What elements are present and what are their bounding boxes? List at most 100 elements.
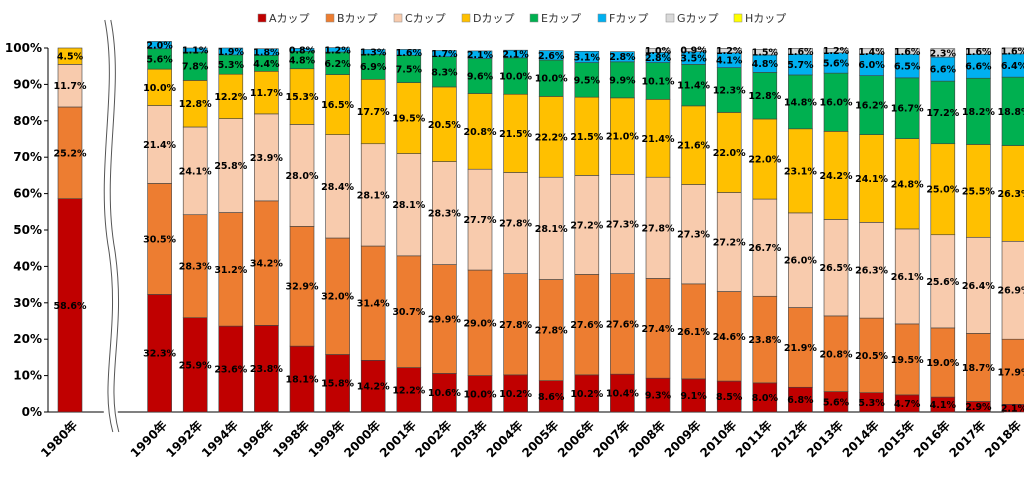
bar-segment bbox=[254, 113, 279, 202]
data-label: 4.8% bbox=[289, 56, 316, 67]
bar-segment bbox=[289, 226, 315, 347]
bar-segment bbox=[182, 80, 208, 128]
bar-segment bbox=[538, 96, 564, 178]
bar-segment bbox=[645, 62, 671, 100]
data-label: 14.2% bbox=[357, 382, 390, 393]
data-label: 25.0% bbox=[926, 185, 959, 196]
data-label: 26.3% bbox=[855, 266, 888, 277]
bar-segment bbox=[467, 168, 493, 271]
data-label: 1.6% bbox=[965, 47, 992, 58]
data-label: 23.1% bbox=[784, 166, 817, 177]
data-label: 15.8% bbox=[321, 379, 354, 390]
bar-segment bbox=[254, 325, 279, 413]
data-label: 9.6% bbox=[467, 72, 494, 83]
data-label: 20.8% bbox=[820, 349, 853, 360]
data-label: 1.6% bbox=[787, 47, 814, 58]
bar-segment bbox=[823, 48, 849, 54]
x-tick-label: 1998年 bbox=[269, 418, 312, 461]
data-label: 8.5% bbox=[716, 392, 743, 403]
bar-segment bbox=[467, 58, 493, 94]
x-tick-label: 2002年 bbox=[412, 418, 455, 461]
bars bbox=[57, 41, 1024, 413]
x-tick-label: 2005年 bbox=[519, 418, 562, 461]
data-label: 26.1% bbox=[891, 272, 924, 283]
data-label: 26.1% bbox=[677, 327, 710, 338]
bar-segment bbox=[966, 236, 991, 334]
x-tick-label: 2000年 bbox=[341, 418, 384, 461]
bar-segment bbox=[894, 323, 920, 396]
data-label: 27.3% bbox=[677, 230, 710, 241]
bar-segment bbox=[930, 143, 956, 236]
legend-label: Gカップ bbox=[677, 12, 719, 25]
data-label: 4.1% bbox=[716, 56, 743, 67]
data-label: 10.0% bbox=[143, 83, 176, 94]
data-label: 18.7% bbox=[962, 363, 995, 374]
bar-segment bbox=[396, 367, 422, 413]
data-label: 5.7% bbox=[787, 60, 814, 71]
bar-segment bbox=[716, 48, 742, 54]
data-label: 25.2% bbox=[54, 148, 87, 159]
bar-segment bbox=[396, 153, 422, 257]
bar-segment bbox=[752, 49, 778, 56]
bar-segment bbox=[182, 47, 208, 53]
bar-segment bbox=[788, 48, 813, 55]
bar-segment bbox=[467, 375, 493, 413]
data-label: 27.3% bbox=[606, 219, 639, 230]
bar-segment bbox=[432, 50, 457, 58]
y-tick-label: 100% bbox=[5, 41, 42, 55]
bar-segment bbox=[716, 67, 742, 113]
data-label: 58.6% bbox=[54, 301, 87, 312]
data-label: 31.4% bbox=[357, 299, 390, 310]
bar-segment bbox=[147, 294, 172, 413]
data-label: 2.1% bbox=[467, 50, 494, 61]
data-label: 21.5% bbox=[570, 132, 603, 143]
data-label: 23.8% bbox=[748, 335, 781, 346]
data-label: 12.2% bbox=[392, 385, 425, 396]
data-label: 1.0% bbox=[645, 46, 672, 57]
legend: Aカップ Bカップ Cカップ Dカップ Eカップ Fカップ Gカップ Hカップ bbox=[257, 12, 786, 25]
data-label: 12.8% bbox=[179, 99, 212, 110]
bar-segment bbox=[360, 360, 386, 413]
bar-segment bbox=[396, 82, 422, 154]
bar-segment bbox=[681, 378, 706, 413]
data-label: 21.0% bbox=[606, 132, 639, 143]
bar-segment bbox=[467, 93, 493, 170]
bar-segment bbox=[182, 214, 208, 319]
data-label: 6.8% bbox=[787, 395, 814, 406]
x-tick-label: 2006年 bbox=[554, 418, 597, 461]
bar-segment bbox=[859, 48, 884, 55]
y-tick-label: 90% bbox=[13, 77, 42, 91]
data-label: 21.5% bbox=[499, 129, 532, 140]
data-label: 5.3% bbox=[858, 398, 885, 409]
bar-segment bbox=[894, 228, 920, 325]
bar-segment bbox=[966, 77, 991, 145]
x-tick-label: 2008年 bbox=[625, 418, 668, 461]
data-label: 5.6% bbox=[146, 54, 173, 65]
bar-segment bbox=[610, 174, 635, 274]
bar-segment bbox=[147, 105, 172, 184]
bar-segment bbox=[930, 48, 956, 58]
bar-segment bbox=[716, 192, 742, 292]
data-label: 27.8% bbox=[535, 326, 568, 337]
data-label: 10.0% bbox=[535, 74, 568, 85]
data-label: 6.0% bbox=[858, 60, 885, 71]
data-label: 1.2% bbox=[324, 45, 351, 56]
axis-break-line bbox=[109, 19, 120, 433]
bar-segment bbox=[610, 97, 635, 175]
bar-segment bbox=[147, 41, 172, 50]
data-label: 32.0% bbox=[321, 292, 354, 303]
x-tick-label: 2001年 bbox=[376, 418, 419, 461]
bar-segment bbox=[57, 47, 83, 65]
bar-segment bbox=[360, 53, 386, 80]
data-label: 0.8% bbox=[289, 45, 316, 56]
bar-segment bbox=[716, 291, 742, 382]
bar-segment bbox=[823, 131, 849, 220]
data-label: 24.8% bbox=[891, 179, 924, 190]
bar-segment bbox=[645, 278, 671, 379]
bar-segment bbox=[396, 255, 422, 368]
data-label: 1.3% bbox=[360, 47, 387, 58]
legend-item: Eカップ bbox=[529, 12, 581, 25]
data-label: 11.4% bbox=[677, 81, 710, 92]
bar-segment bbox=[538, 50, 564, 61]
legend-label: Bカップ bbox=[337, 12, 378, 25]
